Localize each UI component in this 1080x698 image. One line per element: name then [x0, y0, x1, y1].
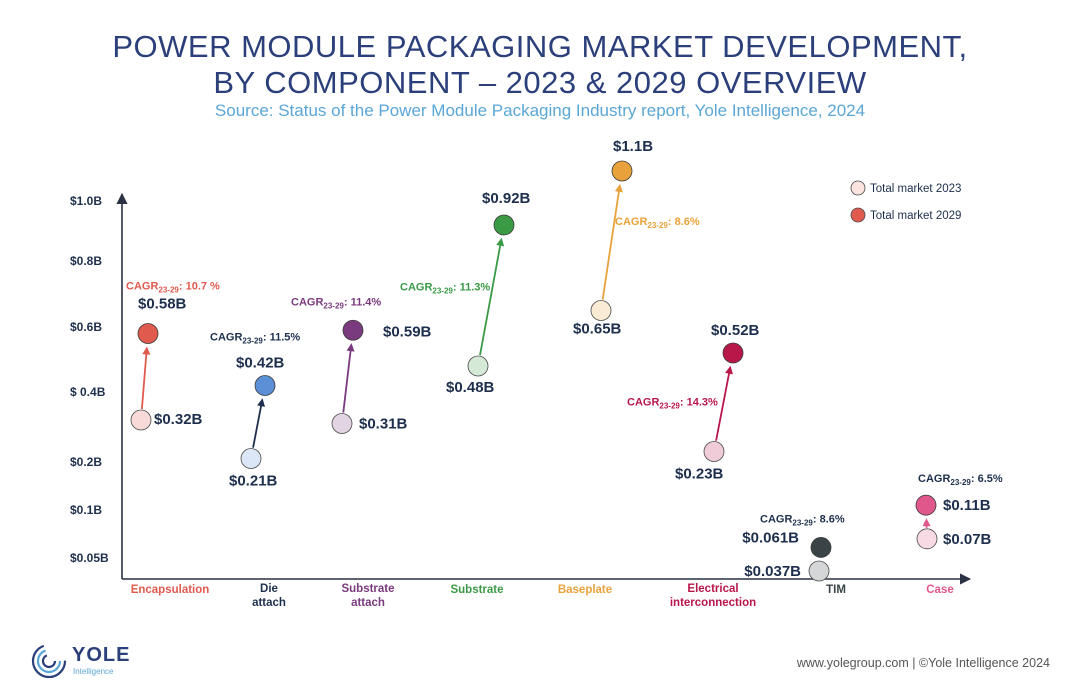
- value-label-2029: $0.061B: [742, 529, 799, 546]
- series-die-attach: $0.21B $0.42B CAGR23-29: 11.5%: [210, 332, 300, 490]
- logo-wordmark: YOLE: [72, 644, 131, 666]
- growth-arrow: [715, 371, 731, 441]
- point-2023: [331, 413, 353, 434]
- value-label-2023: $0.48B: [446, 379, 495, 396]
- growth-arrow: [342, 349, 352, 413]
- category-label: TIM: [826, 584, 846, 596]
- y-tick-label: $0.1B: [70, 503, 102, 517]
- cagr-annotation: CAGR23-29: 10.7 %: [126, 281, 220, 295]
- point-2029: [722, 342, 744, 364]
- chart-subtitle: Source: Status of the Power Module Packa…: [214, 101, 866, 120]
- growth-arrowhead: [257, 398, 265, 407]
- growth-arrowhead: [496, 237, 505, 247]
- cagr-annotation: CAGR23-29: 14.3%: [627, 396, 718, 410]
- value-label-2023: $0.037B: [744, 563, 801, 580]
- cagr-annotation: CAGR23-29: 8.6%: [760, 513, 845, 527]
- cagr-annotation: CAGR23-29: 11.4%: [291, 296, 381, 310]
- series-baseplate: $0.65B $1.1B CAGR23-29: 8.6%: [573, 138, 700, 338]
- legend-label-2023: Total market 2023: [870, 183, 961, 195]
- point-2029: [342, 319, 364, 341]
- value-label-2029: $1.1B: [613, 138, 653, 155]
- cagr-annotation: CAGR23-29: 11.3%: [400, 282, 490, 296]
- y-tick-label: $ 0.4B: [70, 385, 106, 399]
- value-label-2029: $0.11B: [943, 497, 991, 514]
- point-2023: [808, 560, 830, 582]
- value-label-2029: $0.52B: [711, 322, 760, 339]
- point-2029: [810, 537, 832, 558]
- category-label: Die attach: [252, 583, 286, 609]
- growth-arrowhead: [614, 183, 623, 193]
- legend: Total market 2023 Total market 2029: [850, 180, 961, 223]
- y-tick-labels: $0.05B $0.1B $0.2B $ 0.4B $0.6B $0.8B $1.0B: [70, 194, 109, 565]
- growth-arrowhead: [725, 365, 733, 375]
- value-label-2029: $0.58B: [138, 296, 187, 313]
- category-label: Baseplate: [558, 584, 612, 596]
- legend-marker-2029: [850, 207, 866, 223]
- logo-subtext: Intelligence: [73, 667, 114, 676]
- category-label: Encapsulation: [131, 584, 210, 596]
- growth-arrowhead: [142, 346, 151, 355]
- footer-credit: www.yolegroup.com | ©Yole Intelligence 2…: [796, 656, 1050, 670]
- y-tick-label: $0.05B: [70, 551, 109, 565]
- legend-label-2029: Total market 2029: [870, 210, 961, 222]
- growth-arrow: [479, 243, 502, 356]
- growth-arrow: [140, 352, 148, 410]
- yole-logo-icon: [31, 643, 67, 679]
- point-2023: [240, 448, 262, 469]
- chart-title-line-1: POWER MODULE PACKAGING MARKET DEVELOPMEN…: [112, 29, 968, 64]
- series-case: $0.07B $0.11B CAGR23-29: 6.5%: [915, 473, 1003, 550]
- point-2023: [130, 409, 152, 431]
- point-2029: [137, 323, 159, 344]
- value-label-2023: $0.65B: [573, 321, 622, 338]
- category-label: Case: [926, 584, 954, 596]
- cagr-annotation: CAGR23-29: 11.5%: [210, 332, 300, 346]
- point-2023: [916, 528, 938, 550]
- value-label-2023: $0.21B: [229, 473, 278, 490]
- y-tick-label: $0.2B: [70, 455, 102, 469]
- category-label: Substrate attach: [341, 583, 394, 609]
- point-2029: [254, 375, 276, 396]
- value-label-2023: $0.23B: [675, 466, 724, 483]
- category-labels: Encapsulation Die attach Substrate attach Sub…: [131, 583, 954, 609]
- point-2023: [467, 355, 489, 377]
- series-tim: $0.037B $0.061B CAGR23-29: 8.6%: [742, 513, 845, 582]
- y-tick-label: $1.0B: [70, 194, 102, 208]
- value-label-2023: $0.07B: [943, 531, 992, 548]
- growth-arrow: [601, 189, 621, 300]
- category-label: Electrical interconnection: [670, 583, 756, 609]
- value-label-2029: $0.42B: [236, 355, 285, 372]
- point-2023: [590, 300, 612, 321]
- value-label-2029: $0.92B: [482, 190, 531, 207]
- value-label-2029: $0.59B: [383, 323, 432, 340]
- y-tick-label: $0.8B: [70, 254, 102, 268]
- growth-arrowhead: [346, 343, 355, 352]
- legend-marker-2023: [850, 180, 866, 196]
- point-2023: [703, 441, 725, 462]
- series-electrical-interconnection: $0.23B $0.52B CAGR23-29: 14.3%: [627, 322, 760, 483]
- point-2029: [493, 214, 515, 236]
- series-substrate: $0.48B $0.92B CAGR23-29: 11.3%: [400, 190, 531, 396]
- cagr-annotation: CAGR23-29: 6.5%: [918, 473, 1003, 487]
- growth-arrow: [252, 403, 263, 448]
- chart-title-line-2: BY COMPONENT – 2023 & 2029 OVERVIEW: [213, 65, 867, 100]
- y-tick-label: $0.6B: [70, 320, 102, 334]
- category-label: Substrate: [450, 584, 503, 596]
- value-label-2023: $0.32B: [154, 411, 203, 428]
- point-2029: [611, 160, 633, 182]
- growth-arrowhead: [922, 518, 931, 527]
- cagr-annotation: CAGR23-29: 8.6%: [615, 216, 700, 230]
- point-2029: [915, 494, 937, 516]
- value-label-2023: $0.31B: [359, 416, 408, 433]
